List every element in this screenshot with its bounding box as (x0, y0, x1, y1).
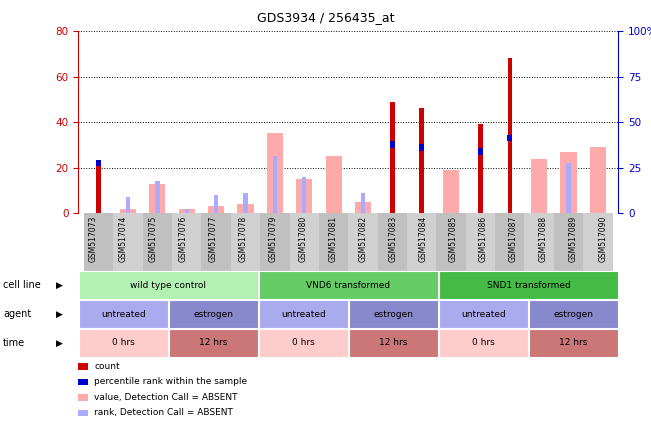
Bar (120, 209, 136, 213)
Text: GSM517073: GSM517073 (89, 216, 98, 262)
Text: GSM517077: GSM517077 (209, 216, 217, 262)
Bar (390, 102, 395, 213)
Bar (113, 213, 143, 271)
Bar (531, 159, 547, 213)
Bar (419, 144, 424, 151)
Bar (390, 142, 395, 148)
Bar (96, 160, 102, 166)
Text: estrogen: estrogen (553, 309, 594, 319)
Text: GSM517075: GSM517075 (148, 216, 158, 262)
Text: GSM517083: GSM517083 (389, 216, 398, 262)
Bar (155, 181, 159, 213)
Bar (561, 152, 577, 213)
Bar (260, 213, 290, 271)
Text: VND6 transformed: VND6 transformed (306, 281, 391, 290)
Bar (243, 193, 248, 213)
Bar (554, 213, 583, 271)
Text: GSM517090: GSM517090 (599, 216, 608, 262)
Bar (208, 206, 224, 213)
Text: GSM517088: GSM517088 (539, 216, 548, 262)
Text: cell line: cell line (3, 280, 41, 290)
Bar (296, 179, 312, 213)
Bar (84, 213, 113, 271)
Text: GSM517080: GSM517080 (299, 216, 308, 262)
Bar (508, 59, 512, 213)
Bar (96, 163, 101, 213)
Text: ▶: ▶ (57, 281, 63, 290)
Bar (319, 213, 348, 271)
Bar (185, 209, 189, 213)
Bar (378, 213, 407, 271)
Bar (419, 108, 424, 213)
Bar (238, 204, 254, 213)
Text: 12 hrs: 12 hrs (199, 338, 227, 348)
Text: agent: agent (3, 309, 31, 319)
Bar (478, 124, 482, 213)
Text: GSM517087: GSM517087 (509, 216, 518, 262)
Text: 12 hrs: 12 hrs (559, 338, 588, 348)
Text: GSM517084: GSM517084 (419, 216, 428, 262)
Bar (566, 163, 571, 213)
Bar (172, 213, 201, 271)
Text: 0 hrs: 0 hrs (112, 338, 135, 348)
Text: GSM517081: GSM517081 (329, 216, 338, 262)
Text: GSM517089: GSM517089 (569, 216, 578, 262)
Bar (507, 135, 512, 142)
Text: GSM517079: GSM517079 (269, 216, 278, 262)
Bar (326, 156, 342, 213)
Text: GDS3934 / 256435_at: GDS3934 / 256435_at (256, 11, 395, 24)
Bar (149, 183, 165, 213)
Bar (302, 177, 307, 213)
Bar (361, 193, 365, 213)
Bar (443, 170, 459, 213)
Bar (590, 147, 606, 213)
Text: ▶: ▶ (57, 338, 63, 348)
Bar (407, 213, 436, 271)
Bar (465, 213, 495, 271)
Bar (436, 213, 465, 271)
Text: time: time (3, 338, 25, 348)
Text: GSM517086: GSM517086 (479, 216, 488, 262)
Text: ▶: ▶ (57, 309, 63, 319)
Text: estrogen: estrogen (193, 309, 233, 319)
Bar (478, 148, 483, 155)
Bar (273, 156, 277, 213)
Text: estrogen: estrogen (373, 309, 413, 319)
Text: rank, Detection Call = ABSENT: rank, Detection Call = ABSENT (94, 408, 233, 417)
Bar (178, 209, 195, 213)
Text: GSM517076: GSM517076 (178, 216, 187, 262)
Text: wild type control: wild type control (130, 281, 206, 290)
Bar (143, 213, 172, 271)
Text: 0 hrs: 0 hrs (472, 338, 495, 348)
Bar (495, 213, 525, 271)
Text: untreated: untreated (461, 309, 506, 319)
Text: GSM517082: GSM517082 (359, 216, 368, 262)
Text: untreated: untreated (101, 309, 146, 319)
Bar (355, 202, 371, 213)
Text: count: count (94, 362, 120, 371)
Text: GSM517078: GSM517078 (239, 216, 248, 262)
Text: 12 hrs: 12 hrs (379, 338, 408, 348)
Text: percentile rank within the sample: percentile rank within the sample (94, 377, 247, 386)
Bar (267, 134, 283, 213)
Bar (525, 213, 554, 271)
Bar (583, 213, 613, 271)
Bar (201, 213, 231, 271)
Bar (214, 195, 218, 213)
Bar (348, 213, 378, 271)
Text: GSM517074: GSM517074 (118, 216, 128, 262)
Bar (231, 213, 260, 271)
Text: SND1 transformed: SND1 transformed (486, 281, 570, 290)
Text: untreated: untreated (281, 309, 326, 319)
Text: value, Detection Call = ABSENT: value, Detection Call = ABSENT (94, 393, 238, 402)
Text: GSM517085: GSM517085 (449, 216, 458, 262)
Text: 0 hrs: 0 hrs (292, 338, 314, 348)
Bar (290, 213, 319, 271)
Bar (126, 197, 130, 213)
